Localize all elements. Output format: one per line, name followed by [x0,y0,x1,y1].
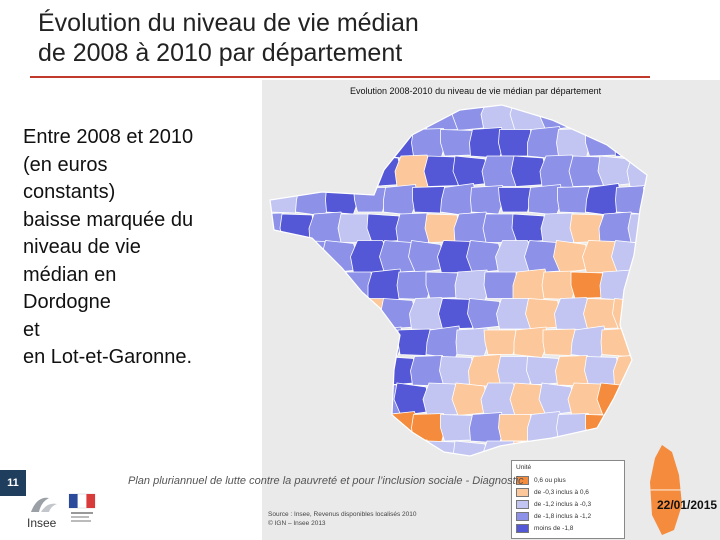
insee-logo-icon [31,497,57,512]
department-region [397,328,431,356]
slide-body-text: Entre 2008 et 2010 (en euros constants) … [23,126,194,368]
ministry-logo-icon [68,493,96,522]
legend-swatch [516,500,529,509]
department-region [542,328,576,356]
legend-label: 0,6 ou plus [534,477,566,484]
insee-logo-label: Insee [27,516,57,530]
map-legend: Unité 0,6 ou plus de -0,3 inclus à 0,6 d… [511,460,625,539]
footer-text: Plan pluriannuel de lutte contre la pauv… [128,475,524,487]
legend-label: de -0,3 inclus à 0,6 [534,489,589,496]
legend-item: 0,6 ou plus [516,476,566,485]
department-region [557,186,590,214]
slide-number: 11 [0,470,26,496]
map-source: Source : Insee, Revenus disponibles loca… [268,511,417,527]
legend-swatch [516,524,529,533]
department-region [483,329,518,355]
france-departments-map [262,80,720,540]
title-underline [30,76,650,78]
department-region [511,213,546,243]
legend-swatch [516,476,529,485]
department-region [440,129,473,157]
legend-title: Unité [516,464,532,471]
department-region [498,414,532,442]
legend-swatch [516,488,529,497]
legend-label: de -1,8 inclus à -1,2 [534,513,592,520]
department-region [483,271,518,299]
department-region [366,213,401,243]
department-region [526,356,560,386]
legend-label: de -1,2 inclus à -0,3 [534,501,592,508]
department-region [452,440,488,456]
department-region [425,271,459,299]
map-title: Evolution 2008-2010 du niveau de vie méd… [350,86,602,96]
department-region [498,187,532,213]
map-panel: Evolution 2008-2010 du niveau de vie méd… [262,80,720,540]
legend-item: de -0,3 inclus à 0,6 [516,488,589,497]
mainland-outline [269,104,648,457]
department-region [440,414,473,442]
footer-date: 22/01/2015 [657,498,718,512]
legend-label: moins de -1,8 [534,525,574,532]
department-region [412,186,445,214]
department-region [498,129,532,157]
legend-swatch [516,512,529,521]
legend-item: de -1,2 inclus à -0,3 [516,500,591,509]
department-region [570,271,604,299]
slide-title: Évolution du niveau de vie médian de 200… [38,9,419,67]
legend-item: de -1,8 inclus à -1,2 [516,512,591,521]
legend-item: moins de -1,8 [516,524,573,533]
